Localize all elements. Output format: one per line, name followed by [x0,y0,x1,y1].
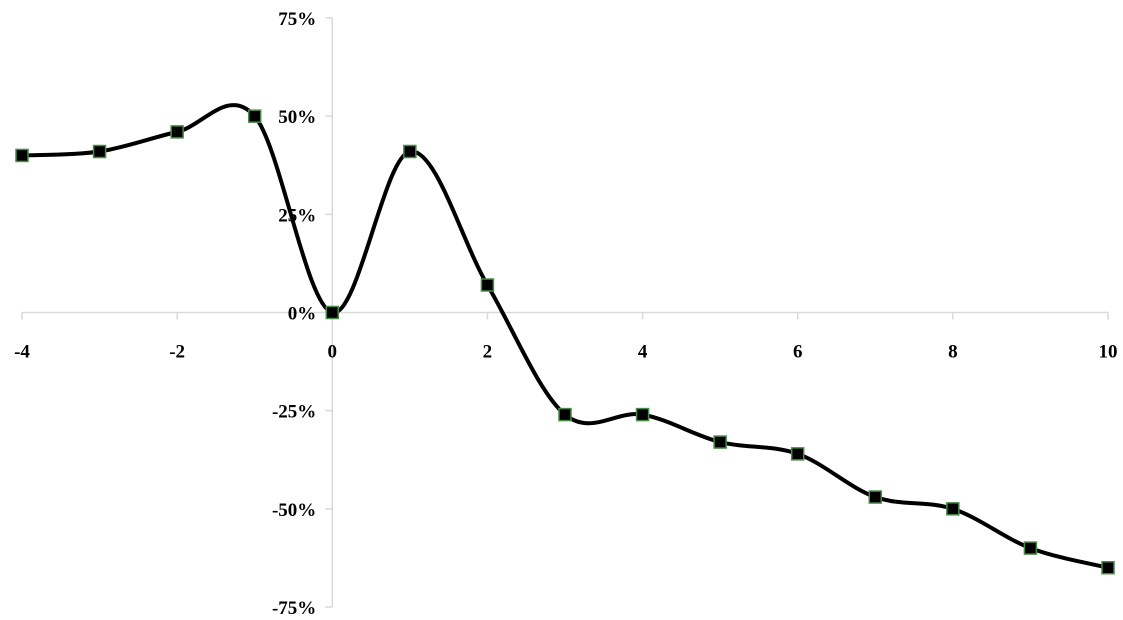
data-point-marker [403,144,417,159]
data-point-marker [15,148,29,163]
data-point-marker [713,435,727,449]
data-point-marker [1101,560,1115,575]
series-layer [20,103,1110,570]
x-tick-label: 0 [328,342,338,363]
x-tick-label: 2 [483,342,493,363]
data-point-marker [170,125,184,139]
data-point-marker [558,407,572,422]
x-tick-label: 8 [948,342,958,363]
series-line [20,103,1110,570]
x-tick-label: -4 [14,342,30,363]
y-tick-label: -75% [272,598,316,619]
y-tick-label: -25% [272,402,316,423]
data-point-marker [635,407,650,422]
data-point-marker [325,305,340,320]
y-tick-label: -50% [272,500,316,521]
y-tick-label: 25% [278,205,316,226]
x-tick-label: 10 [1099,342,1118,363]
y-tick-label: 0% [288,304,317,325]
data-point-marker [868,490,883,504]
y-tick-label: 50% [278,107,316,128]
markers-layer [15,109,1115,575]
axes [21,17,1109,608]
x-tick-label: -2 [169,342,185,363]
tick-labels: -4 -2 0 2 4 6 8 10 -75% -50% -25% 0% 25% 50% 75% [14,9,1117,619]
data-point-marker [92,144,107,159]
data-point-marker [247,109,262,123]
data-point-marker [1023,541,1038,555]
x-tick-label: 4 [638,342,648,363]
data-point-marker [480,278,495,292]
data-point-marker [946,502,960,516]
x-tick-label: 6 [793,342,803,363]
y-tick-label: 75% [278,9,316,30]
data-point-marker [790,447,805,461]
